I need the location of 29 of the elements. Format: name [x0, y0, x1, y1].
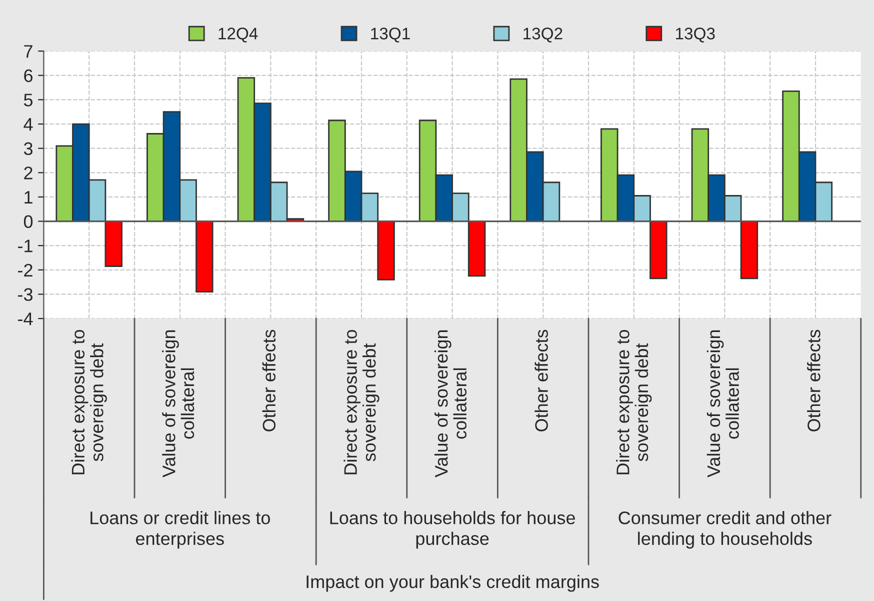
y-tick-label: 4: [24, 118, 33, 131]
text: Loans or credit lines to enterprises: [90, 511, 270, 549]
y-tick-label: 3: [24, 142, 32, 156]
text: Impact on your bank's credit margins: [306, 574, 599, 592]
y-tick-label: 1: [24, 191, 32, 204]
y-tick-label: 2: [24, 166, 32, 180]
legend-label: 13Q1: [371, 28, 410, 42]
legend-label: 13Q3: [676, 28, 715, 42]
x-tick-label: Other effects: [262, 330, 276, 432]
y-tick-label: 0: [24, 215, 33, 228]
x-tick-label: Value of sovereign collateral: [706, 330, 739, 478]
x-tick-label: Direct exposure to sovereign debt: [71, 330, 107, 474]
legend-label: 12Q4: [218, 28, 258, 42]
y-tick-label: -1: [18, 240, 32, 252]
x-tick-label: Other effects: [807, 330, 820, 432]
text: Consumer credit and other lending to households: [618, 511, 832, 549]
legend-label: 13Q2: [524, 28, 562, 42]
x-tick-label: Value of sovereign collateral: [162, 330, 194, 478]
y-tick-label: -3: [18, 288, 32, 301]
y-tick-label: 5: [24, 94, 33, 106]
x-tick-label: Value of sovereign collateral: [434, 330, 467, 478]
x-tick-label: Direct exposure to sovereign debt: [616, 330, 652, 474]
y-tick-label: -2: [18, 264, 32, 276]
y-tick-label: 7: [24, 45, 32, 58]
y-tick-label: -4: [18, 312, 33, 326]
text: Loans to households for house purchase: [330, 511, 575, 549]
y-tick-label: 6: [24, 69, 32, 82]
x-tick-label: Other effects: [534, 330, 548, 432]
x-tick-label: Direct exposure to sovereign debt: [344, 330, 380, 474]
